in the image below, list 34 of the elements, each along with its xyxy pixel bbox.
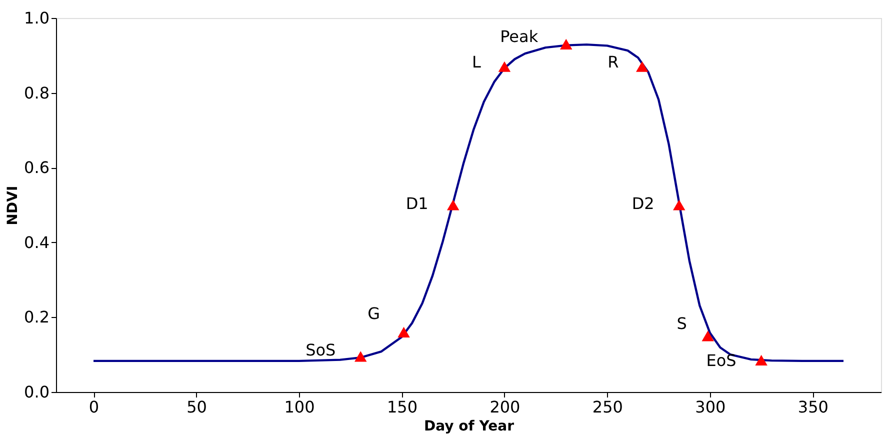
annotation: D1 bbox=[406, 194, 428, 213]
annotation: S bbox=[676, 314, 687, 333]
x-tick-label: 150 bbox=[386, 398, 418, 416]
y-tick-label: 0.6 bbox=[24, 158, 50, 178]
x-tick-label: 200 bbox=[490, 398, 520, 416]
annotation: Peak bbox=[500, 27, 539, 46]
y-tick-label: 0.0 bbox=[24, 382, 50, 402]
x-tick-label: 350 bbox=[798, 398, 828, 416]
y-axis-title: NDVI bbox=[5, 186, 22, 226]
x-axis-title: Day of Year bbox=[424, 418, 514, 434]
point bbox=[560, 38, 572, 50]
y-tick-label: 0.8 bbox=[24, 83, 50, 102]
x-tick-label: 250 bbox=[592, 398, 623, 416]
point bbox=[446, 200, 460, 210]
x-tick-label: 50 bbox=[186, 398, 207, 416]
annotation: D2 bbox=[632, 194, 654, 213]
point bbox=[354, 351, 367, 362]
point bbox=[755, 354, 768, 366]
y-tick-label: 1.0 bbox=[24, 8, 50, 28]
annotation: G bbox=[368, 304, 380, 324]
point bbox=[498, 61, 511, 72]
x-tick-label: 300 bbox=[695, 398, 726, 416]
point bbox=[636, 61, 648, 72]
annotation: EoS bbox=[706, 351, 736, 370]
annotation: R bbox=[608, 52, 619, 72]
point bbox=[672, 200, 686, 210]
point bbox=[398, 326, 410, 338]
x-tick-label: 0 bbox=[88, 398, 100, 416]
y-tick-label: 0.2 bbox=[24, 308, 50, 327]
point bbox=[702, 330, 714, 342]
annotation: L bbox=[472, 52, 481, 72]
annotation: SoS bbox=[306, 340, 336, 360]
y-tick-label: 0.4 bbox=[24, 232, 50, 252]
x-tick-label: 100 bbox=[284, 398, 315, 416]
